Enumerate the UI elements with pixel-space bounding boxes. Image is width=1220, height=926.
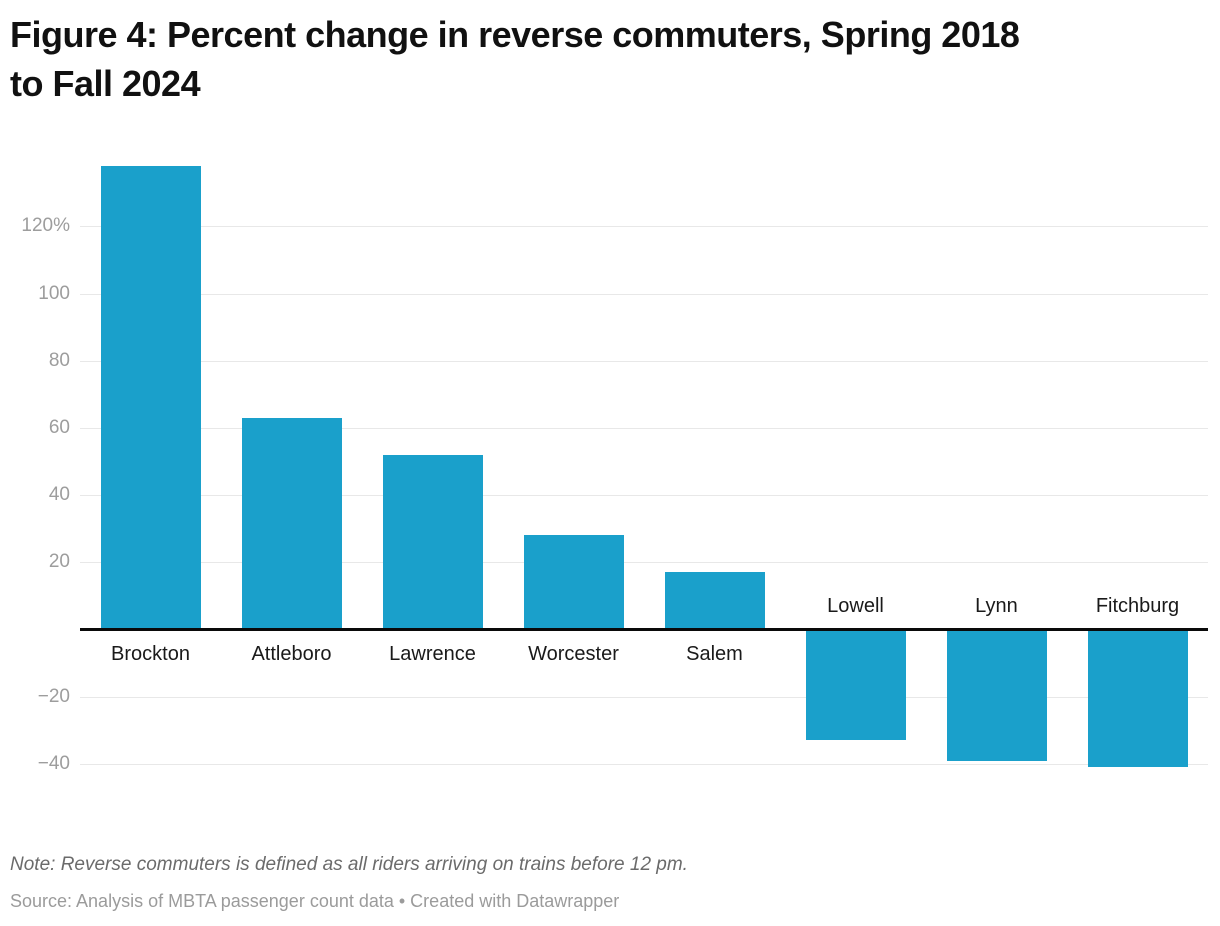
- y-gridline: [80, 226, 1208, 228]
- category-label: Lowell: [827, 595, 884, 617]
- category-label: Lynn: [975, 595, 1018, 617]
- category-label: Attleboro: [251, 643, 332, 665]
- bar[interactable]: [382, 454, 483, 630]
- bar[interactable]: [805, 629, 906, 741]
- y-gridline: [80, 495, 1208, 497]
- bar[interactable]: [1087, 629, 1188, 768]
- category-label: Worcester: [528, 643, 619, 665]
- y-axis-tick-label: 120%: [21, 215, 70, 237]
- y-axis-tick-label: 80: [48, 349, 70, 371]
- bar[interactable]: [523, 535, 624, 630]
- y-gridline: [80, 562, 1208, 564]
- category-label: Lawrence: [389, 643, 476, 665]
- bar[interactable]: [664, 572, 765, 630]
- bar[interactable]: [241, 417, 342, 630]
- bar[interactable]: [946, 629, 1047, 761]
- y-axis-tick-label: −20: [37, 685, 70, 707]
- chart-source: Source: Analysis of MBTA passenger count…: [10, 891, 620, 911]
- y-gridline: [80, 427, 1208, 429]
- x-axis-zero-line: [80, 628, 1208, 631]
- y-axis-tick-label: −40: [37, 752, 70, 774]
- chart-title-line1: Figure 4: Percent change in reverse comm…: [10, 14, 1020, 55]
- y-axis-tick-label: 100: [38, 282, 70, 304]
- category-label: Salem: [686, 643, 743, 665]
- y-axis-tick-label: 40: [48, 484, 70, 506]
- category-label: Fitchburg: [1095, 595, 1180, 617]
- category-label: Brockton: [111, 643, 190, 665]
- y-gridline: [80, 696, 1208, 698]
- chart-title: Figure 4: Percent change in reverse comm…: [10, 10, 1210, 108]
- y-gridline: [80, 360, 1208, 362]
- y-axis-tick-label: 20: [48, 551, 70, 573]
- y-gridline: [80, 763, 1208, 765]
- chart-note: Note: Reverse commuters is defined as al…: [10, 854, 688, 875]
- chart-title-line2: to Fall 2024: [10, 63, 201, 104]
- bar[interactable]: [100, 165, 201, 630]
- y-gridline: [80, 293, 1208, 295]
- y-axis-tick-label: 60: [48, 416, 70, 438]
